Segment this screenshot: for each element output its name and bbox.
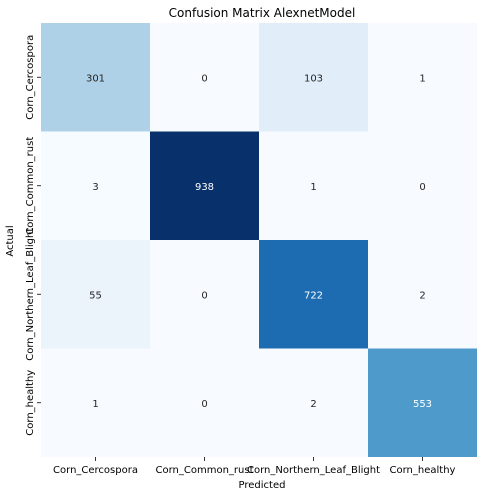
cell-value-label: 55 bbox=[89, 290, 102, 301]
x-tick-label: Corn_Cercospora bbox=[53, 465, 138, 476]
y-tick-label: Corn_Cercospora bbox=[25, 35, 36, 120]
y-axis-label: Actual bbox=[5, 225, 16, 256]
heatmap-cell bbox=[41, 131, 150, 240]
x-tick-label: Corn_Northern_Leaf_Blight bbox=[247, 465, 380, 476]
heatmap-cell bbox=[150, 23, 259, 132]
cell-value-label: 301 bbox=[86, 73, 105, 84]
heatmap-cell bbox=[259, 240, 368, 349]
heatmap-cell bbox=[368, 23, 477, 132]
heatmap-cell bbox=[150, 131, 259, 240]
cell-value-label: 0 bbox=[419, 182, 425, 193]
x-tick-label: Corn_Common_rust bbox=[156, 465, 254, 476]
heatmap-cell bbox=[368, 348, 477, 457]
x-axis-ticks: Corn_Cercospora Corn_Common_rustCorn_Nort… bbox=[53, 457, 456, 476]
y-tick-label: Corn_Common_rust bbox=[25, 137, 36, 235]
heatmap-cell bbox=[150, 240, 259, 349]
heatmap-cell bbox=[259, 131, 368, 240]
heatmap-cell bbox=[368, 131, 477, 240]
heatmap-cell bbox=[259, 348, 368, 457]
heatmap-cell bbox=[150, 348, 259, 457]
heatmap-cell bbox=[368, 240, 477, 349]
chart-title: Confusion Matrix AlexnetModel bbox=[169, 6, 356, 20]
cell-value-label: 3 bbox=[92, 182, 98, 193]
x-tick-label: Corn_healthy bbox=[390, 465, 456, 476]
heatmap-cell bbox=[259, 23, 368, 132]
cell-value-label: 0 bbox=[201, 290, 207, 301]
cell-value-label: 2 bbox=[419, 290, 425, 301]
cell-value-label: 1 bbox=[310, 182, 316, 193]
cell-value-label: 0 bbox=[201, 73, 207, 84]
cell-value-label: 1 bbox=[92, 399, 98, 410]
cell-value-label: 722 bbox=[304, 290, 323, 301]
heatmap-cells: 301 0 103 1 3 938 1 0 55 0 722 2 1 0 2 553 bbox=[41, 23, 477, 457]
cell-value-label: 1 bbox=[419, 73, 425, 84]
y-tick-label: Corn_healthy bbox=[25, 370, 36, 436]
cell-value-label: 938 bbox=[195, 182, 214, 193]
heatmap-cell bbox=[41, 23, 150, 132]
cell-value-label: 553 bbox=[413, 399, 432, 410]
cell-value-label: 103 bbox=[304, 73, 323, 84]
y-axis-ticks: Corn_Cercospora Corn_Common_rustCorn_Nort… bbox=[25, 35, 41, 436]
x-axis-label: Predicted bbox=[239, 480, 286, 491]
cell-value-label: 2 bbox=[310, 399, 316, 410]
y-tick-label: Corn_Northern_Leaf_Blight bbox=[25, 228, 36, 361]
cell-value-label: 0 bbox=[201, 399, 207, 410]
heatmap-cell bbox=[41, 348, 150, 457]
heatmap-cell bbox=[41, 240, 150, 349]
